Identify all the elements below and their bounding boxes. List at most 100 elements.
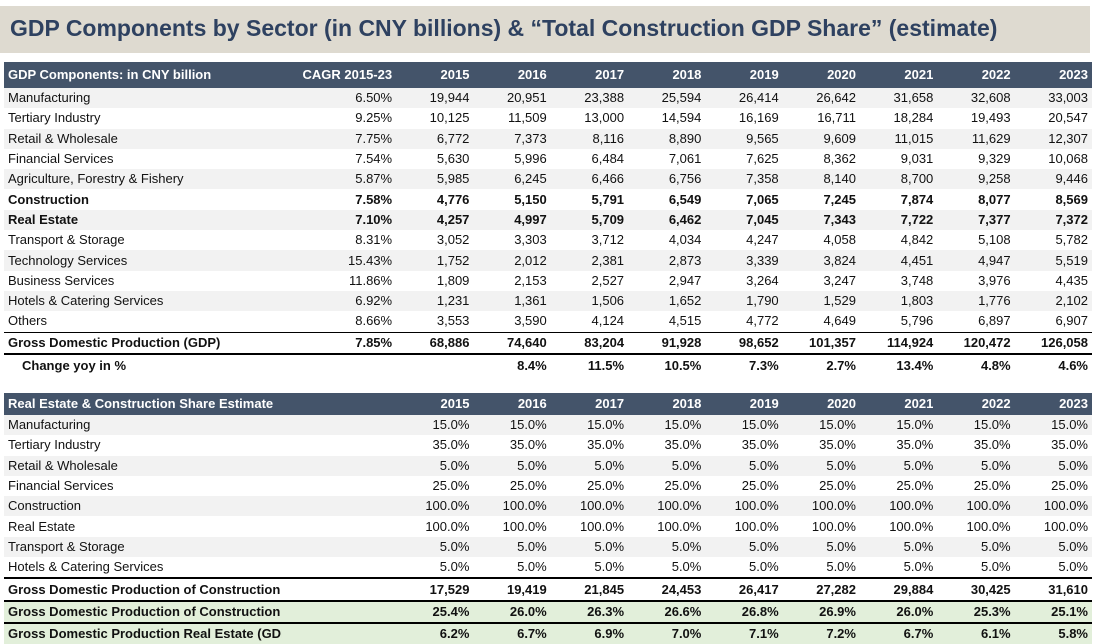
header-year: 2016 [473,62,551,88]
yoy-label: Change yoy in % [4,353,283,377]
row-value: 1,231 [396,290,474,312]
row-label: Real Estate [4,516,283,537]
table-row: Real Estate 100.0% 100.0% 100.0% 100.0% 100.0… [4,516,1092,537]
row-value: 15.0% [396,415,474,436]
row-value: 4,034 [628,230,706,251]
row-value: 10,125 [396,108,474,129]
row-value: 4,435 [1014,270,1092,291]
row-value: 5.0% [1014,557,1092,579]
header-year: 2015 [396,62,474,88]
row-value: 7,377 [937,209,1015,231]
yoy-value: 7.3% [705,353,783,377]
row-cagr: 6.92% [282,290,397,312]
share-label: Gross Domestic Production Real Estate (G… [4,621,283,644]
row-value: 35.0% [396,435,474,456]
table-row: Manufacturing 15.0% 15.0% 15.0% 15.0% 15.0% 15… [4,415,1092,436]
row-value: 9,446 [1014,169,1092,190]
row-label: Transport & Storage [4,230,283,251]
share-value: 26.0% [473,599,551,623]
share-value: 6.7% [473,621,551,644]
table-row: Retail & Wholesale 5.0% 5.0% 5.0% 5.0% 5.0% 5.… [4,455,1092,476]
row-value: 5,709 [550,209,629,231]
share-value: 7.0% [628,621,706,644]
total-empty [282,577,397,601]
row-value: 6,907 [1014,311,1092,333]
row-value: 23,388 [550,88,629,109]
yoy-value: 2.7% [782,353,860,377]
row-value: 5,791 [550,189,629,210]
table-row: Hotels & Catering Services 6.92% 1,231 1,36… [4,290,1092,312]
row-value: 8,569 [1014,189,1092,210]
share-value: 25.3% [937,599,1015,623]
row-value: 100.0% [1014,496,1092,517]
row-value: 100.0% [782,516,860,537]
row-value: 8,700 [859,169,938,190]
total-cagr: 7.85% [282,331,397,355]
real-estate-share-row: Gross Domestic Production Real Estate (G… [4,621,1092,644]
total-value: 29,884 [859,577,938,601]
row-value: 5,150 [473,189,551,210]
row-label: Financial Services [4,148,283,170]
row-value: 100.0% [396,516,474,537]
share-empty [282,621,397,644]
row-value: 4,257 [396,209,474,231]
row-value: 5.0% [937,536,1015,558]
row-value: 7,045 [705,209,783,231]
row-value: 3,824 [782,250,860,271]
header-year: 2018 [628,393,706,415]
header-label: Real Estate & Construction Share Estimat… [4,393,283,415]
row-value: 100.0% [1014,516,1092,537]
row-value: 25.0% [782,475,860,497]
row-value: 3,748 [859,270,938,291]
header-year: 2015 [396,393,474,415]
row-value: 1,652 [628,290,706,312]
row-label: Others [4,311,283,333]
row-value: 2,012 [473,250,551,271]
row-empty [282,557,397,579]
row-value: 100.0% [859,496,938,517]
row-value: 5.0% [473,455,551,476]
row-empty [282,516,397,537]
total-value: 31,610 [1014,577,1092,601]
row-value: 5,108 [937,230,1015,251]
row-value: 4,842 [859,230,938,251]
row-value: 9,258 [937,169,1015,190]
row-value: 5.0% [628,455,706,476]
yoy-value [396,353,474,377]
row-value: 19,493 [937,108,1015,129]
table-row: Transport & Storage 8.31% 3,052 3,303 3,712 4… [4,230,1092,251]
row-value: 35.0% [937,435,1015,456]
row-value: 16,169 [705,108,783,129]
header-cagr: CAGR 2015-23 [282,62,397,88]
header-year: 2017 [550,62,629,88]
row-value: 5.0% [473,557,551,579]
row-value: 100.0% [705,496,783,517]
row-value: 100.0% [782,496,860,517]
row-value: 4,247 [705,230,783,251]
row-value: 5,630 [396,148,474,170]
table-row: Manufacturing 6.50% 19,944 20,951 23,388 25,5… [4,88,1092,109]
share-value: 26.0% [859,599,938,623]
row-value: 4,947 [937,250,1015,271]
row-value: 9,329 [937,148,1015,170]
header-year: 2020 [782,393,860,415]
share-value: 6.7% [859,621,938,644]
total-value: 114,924 [859,331,938,355]
row-value: 5.0% [550,557,629,579]
header-year: 2020 [782,62,860,88]
row-value: 19,944 [396,88,474,109]
row-value: 5.0% [550,455,629,476]
row-value: 18,284 [859,108,938,129]
row-value: 5.0% [782,455,860,476]
row-value: 12,307 [1014,128,1092,149]
total-value: 68,886 [396,331,474,355]
row-value: 2,527 [550,270,629,291]
row-value: 4,772 [705,311,783,333]
row-value: 25.0% [859,475,938,497]
row-value: 3,976 [937,270,1015,291]
total-value: 98,652 [705,331,783,355]
row-value: 3,052 [396,230,474,251]
row-value: 15.0% [859,415,938,436]
row-value: 15.0% [705,415,783,436]
table-row: Technology Services 15.43% 1,752 2,012 2,381… [4,250,1092,271]
